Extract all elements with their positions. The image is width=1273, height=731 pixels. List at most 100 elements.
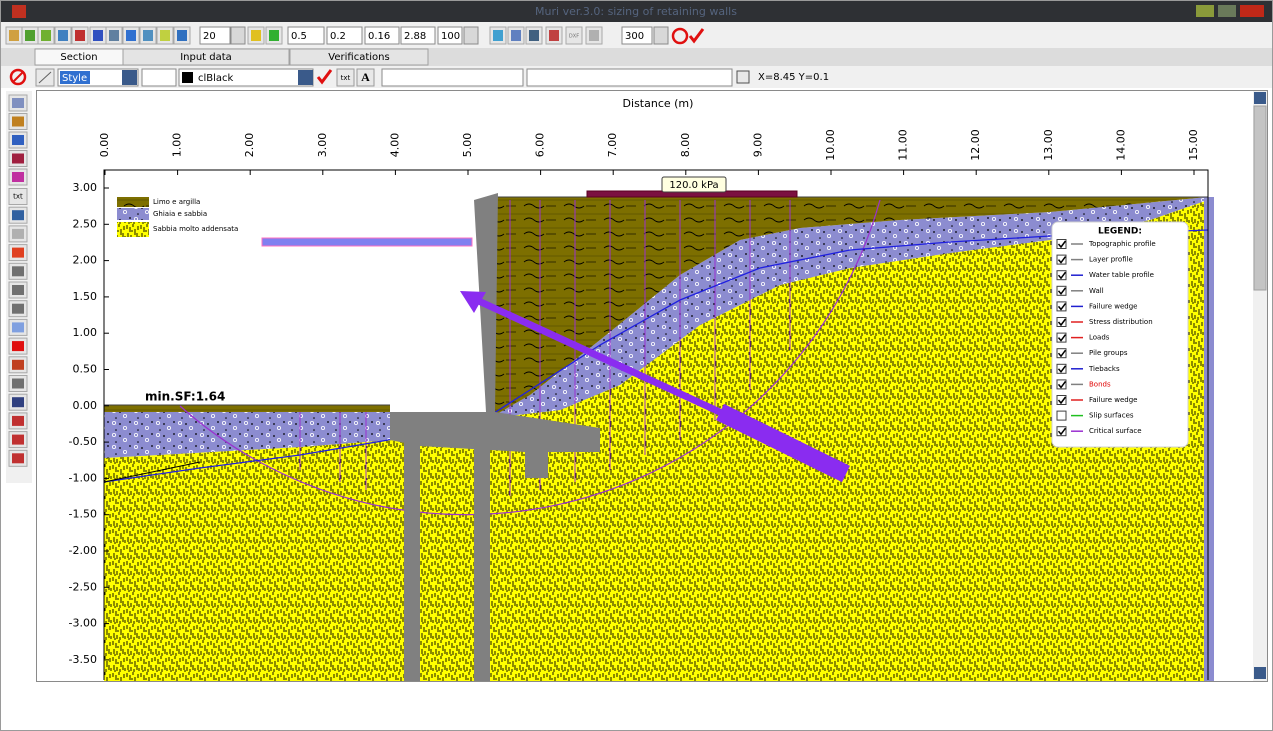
- x-tick-label: 15.00: [1187, 129, 1200, 161]
- side-icon: [12, 453, 24, 464]
- legend-checkbox[interactable]: [1056, 317, 1067, 327]
- x-tick-label: 12.00: [969, 129, 982, 161]
- toolbar-input[interactable]: [326, 26, 363, 45]
- toolbar-icon: [251, 30, 261, 41]
- legend-checkmark: [1057, 334, 1067, 342]
- soil-layers: [104, 196, 1214, 681]
- toolbar-icon: [511, 30, 521, 41]
- legend-checkmark: [1057, 240, 1067, 249]
- toolbar-input[interactable]: [400, 26, 436, 45]
- sand-layer: [104, 200, 1208, 681]
- text-button-label: txt: [341, 74, 351, 82]
- toolbar-input-value: 0.16: [368, 31, 390, 42]
- legend-label: Layer profile: [1089, 256, 1133, 264]
- toolbar-icon: [109, 30, 119, 41]
- legend-checkbox[interactable]: [1056, 285, 1067, 296]
- toolbar-icon: [269, 30, 279, 41]
- spinner[interactable]: [230, 26, 246, 45]
- toolbar-input[interactable]: [364, 26, 400, 45]
- toolbar-button[interactable]: [565, 26, 583, 45]
- small-checkbox[interactable]: [736, 70, 750, 84]
- x-tick-label: 13.00: [1042, 129, 1055, 161]
- legend-label: Failure wedge: [1089, 302, 1137, 310]
- apply-button[interactable]: [688, 28, 705, 44]
- y-tick-label: 1.50: [73, 290, 98, 303]
- soil-swatch: [117, 222, 149, 237]
- spinner[interactable]: [463, 26, 479, 45]
- text-input[interactable]: [381, 68, 524, 87]
- title-bar: [1, 1, 1272, 22]
- x-axis-title: Distance (m): [623, 97, 694, 110]
- toolbar-icon: [177, 30, 187, 41]
- legend-checkbox[interactable]: [1056, 348, 1067, 359]
- side-button[interactable]: [8, 188, 28, 205]
- tieback-head: [460, 291, 486, 313]
- scroll-up[interactable]: [1254, 92, 1266, 104]
- toolbar-input[interactable]: [437, 26, 463, 45]
- toolbar-input[interactable]: [199, 26, 231, 45]
- y-tick-label: 0.00: [73, 399, 98, 412]
- tieback: [460, 291, 850, 483]
- side-icon: [12, 378, 24, 389]
- legend-checkbox[interactable]: [1056, 395, 1067, 405]
- side-icon: [12, 172, 24, 182]
- legend-checkmark: [1057, 318, 1067, 327]
- tab[interactable]: [122, 48, 290, 66]
- legend-label: Slip surfaces: [1089, 412, 1134, 420]
- toolbar-icon: [41, 30, 51, 41]
- close-button[interactable]: [1240, 5, 1264, 17]
- legend-label: Critical surface: [1089, 427, 1142, 435]
- side-icon: [12, 247, 24, 258]
- legend-checkbox[interactable]: [1056, 270, 1067, 281]
- legend-checkbox[interactable]: [1056, 379, 1067, 390]
- text-button[interactable]: [336, 68, 355, 87]
- toolbar-input[interactable]: [287, 26, 325, 45]
- spinner[interactable]: [653, 26, 669, 45]
- style-selection: [60, 71, 90, 84]
- stop-button[interactable]: [9, 68, 27, 86]
- legend-checkbox[interactable]: [1056, 426, 1067, 437]
- stop-button[interactable]: [671, 27, 689, 45]
- toolbar-icon: [93, 30, 103, 41]
- gravel-edge: [1204, 197, 1214, 681]
- plot-frame: [103, 169, 1209, 680]
- load-label-box: [661, 176, 727, 193]
- font-button[interactable]: [356, 68, 375, 87]
- pile: [474, 448, 490, 681]
- legend-checkmark: [1057, 271, 1067, 280]
- side-icon: [12, 98, 24, 108]
- size-box[interactable]: [141, 68, 177, 87]
- x-tick-label: 3.00: [316, 133, 329, 158]
- dropdown-arrow[interactable]: [122, 70, 137, 85]
- legend-checkbox[interactable]: [1056, 332, 1067, 343]
- legend-checkbox[interactable]: [1056, 301, 1067, 312]
- side-icon: [12, 135, 24, 145]
- x-tick-label: 0.00: [98, 133, 111, 158]
- legend-checkbox[interactable]: [1056, 239, 1067, 249]
- legend-checkbox[interactable]: [1056, 363, 1067, 374]
- tab[interactable]: [289, 48, 429, 66]
- scroll-down[interactable]: [1254, 667, 1266, 679]
- legend-checkbox[interactable]: [1056, 410, 1067, 421]
- text-input[interactable]: [526, 68, 733, 87]
- critical-surface: [179, 199, 881, 516]
- toolbar-input-value: 0.2: [330, 31, 346, 42]
- pile: [404, 440, 420, 681]
- scrollbar-thumb[interactable]: [1253, 105, 1267, 291]
- slices: [299, 200, 791, 496]
- toolbar-input[interactable]: [621, 26, 653, 45]
- apply-button[interactable]: [316, 69, 333, 85]
- y-tick-label: -2.50: [69, 580, 97, 593]
- legend-checkbox[interactable]: [1056, 254, 1067, 265]
- y-tick-label: -1.50: [69, 508, 97, 521]
- app-icon[interactable]: [12, 5, 26, 18]
- dxf-label: DXF: [569, 34, 579, 40]
- minimize-button[interactable]: [1196, 5, 1214, 17]
- x-tick-label: 2.00: [243, 133, 256, 158]
- dropdown-arrow[interactable]: [298, 70, 313, 85]
- y-tick-label: -1.00: [69, 471, 97, 484]
- toolbar-input-value: 300: [625, 31, 644, 42]
- maximize-button[interactable]: [1218, 5, 1236, 17]
